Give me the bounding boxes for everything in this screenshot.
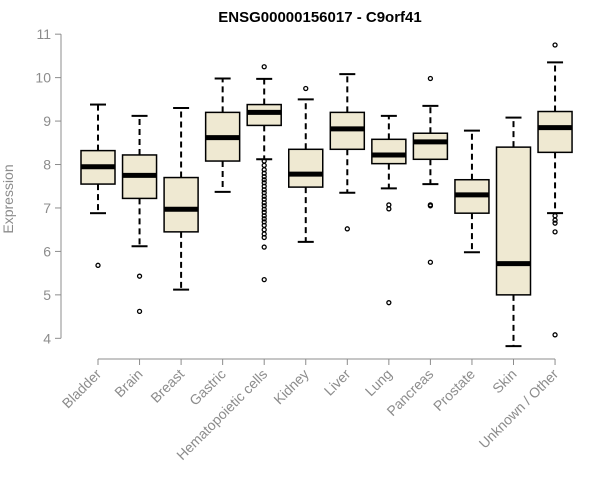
outlier-point <box>427 75 434 82</box>
outlier-point <box>386 300 392 306</box>
box-skin <box>495 116 532 348</box>
outlier-point <box>261 227 267 233</box>
y-tick-label: 6 <box>43 243 51 259</box>
box-bladder <box>80 103 116 268</box>
x-tick-label: Breast <box>147 366 187 406</box>
outlier-point <box>261 213 267 219</box>
box-prostate <box>454 129 490 254</box>
box-iqr <box>537 110 573 154</box>
outlier-point <box>552 42 558 48</box>
box-liver <box>329 73 366 232</box>
box-unknown-other <box>537 42 573 338</box>
outlier-point <box>261 187 267 193</box>
x-tick-label: Liver <box>321 366 354 399</box>
x-tick-label: Bladder <box>59 366 105 412</box>
box-iqr <box>412 132 449 161</box>
y-axis-label: Expression <box>0 164 16 233</box>
outlier-point <box>261 206 267 212</box>
box-pancreas <box>412 75 449 265</box>
box-iqr <box>371 138 407 165</box>
x-tick-label: Skin <box>489 366 520 397</box>
outlier-point <box>552 229 558 235</box>
y-tick-label: 11 <box>36 26 51 42</box>
box-brain <box>121 114 158 315</box>
outlier-point <box>261 234 267 241</box>
box-iqr <box>288 148 324 188</box>
box-iqr <box>163 176 199 233</box>
outlier-point <box>261 200 267 206</box>
y-tick-label: 7 <box>43 200 51 216</box>
outlier-point <box>552 217 558 223</box>
outlier-point <box>261 177 267 183</box>
x-tick-label: Brain <box>111 366 145 400</box>
boxes-group <box>80 42 573 348</box>
box-hematopoietic-cells <box>246 64 282 283</box>
outlier-point <box>427 203 434 209</box>
outlier-point <box>386 206 392 212</box>
chart-title: ENSG00000156017 - C9orf41 <box>218 9 421 26</box>
outlier-point <box>95 262 101 268</box>
box-breast <box>163 107 199 291</box>
outlier-point <box>427 259 434 265</box>
outlier-point <box>552 332 558 338</box>
x-tick-label: Kidney <box>270 366 312 408</box>
y-tick-label: 4 <box>43 330 51 346</box>
y-tick-label: 10 <box>35 70 51 86</box>
outlier-point <box>261 158 267 164</box>
box-kidney <box>288 85 324 243</box>
outlier-point <box>261 162 267 169</box>
y-tick-label: 5 <box>43 287 51 303</box>
outlier-point <box>552 220 558 226</box>
outlier-point <box>261 222 267 228</box>
box-gastric <box>204 77 241 193</box>
outlier-point <box>344 226 350 232</box>
outlier-point <box>261 216 267 222</box>
y-tick-label: 9 <box>43 113 51 129</box>
y-tick-label: 8 <box>43 157 51 173</box>
outlier-point <box>552 213 558 219</box>
outlier-point <box>303 85 309 92</box>
box-iqr <box>246 103 282 127</box>
x-tick-label: Unknown / Other <box>476 366 562 452</box>
box-iqr <box>495 146 532 296</box>
box-lung <box>371 114 407 306</box>
x-tick-label: Prostate <box>430 366 478 414</box>
outlier-point <box>136 273 143 279</box>
outlier-point <box>261 174 267 180</box>
x-tick-label: Lung <box>362 366 395 399</box>
outlier-point <box>261 244 267 250</box>
outlier-point <box>261 193 267 199</box>
outlier-point <box>261 64 267 70</box>
outlier-point <box>261 277 267 283</box>
y-axis: 4 5 6 7 8 9 10 11 <box>35 26 62 346</box>
outlier-point <box>136 308 143 315</box>
